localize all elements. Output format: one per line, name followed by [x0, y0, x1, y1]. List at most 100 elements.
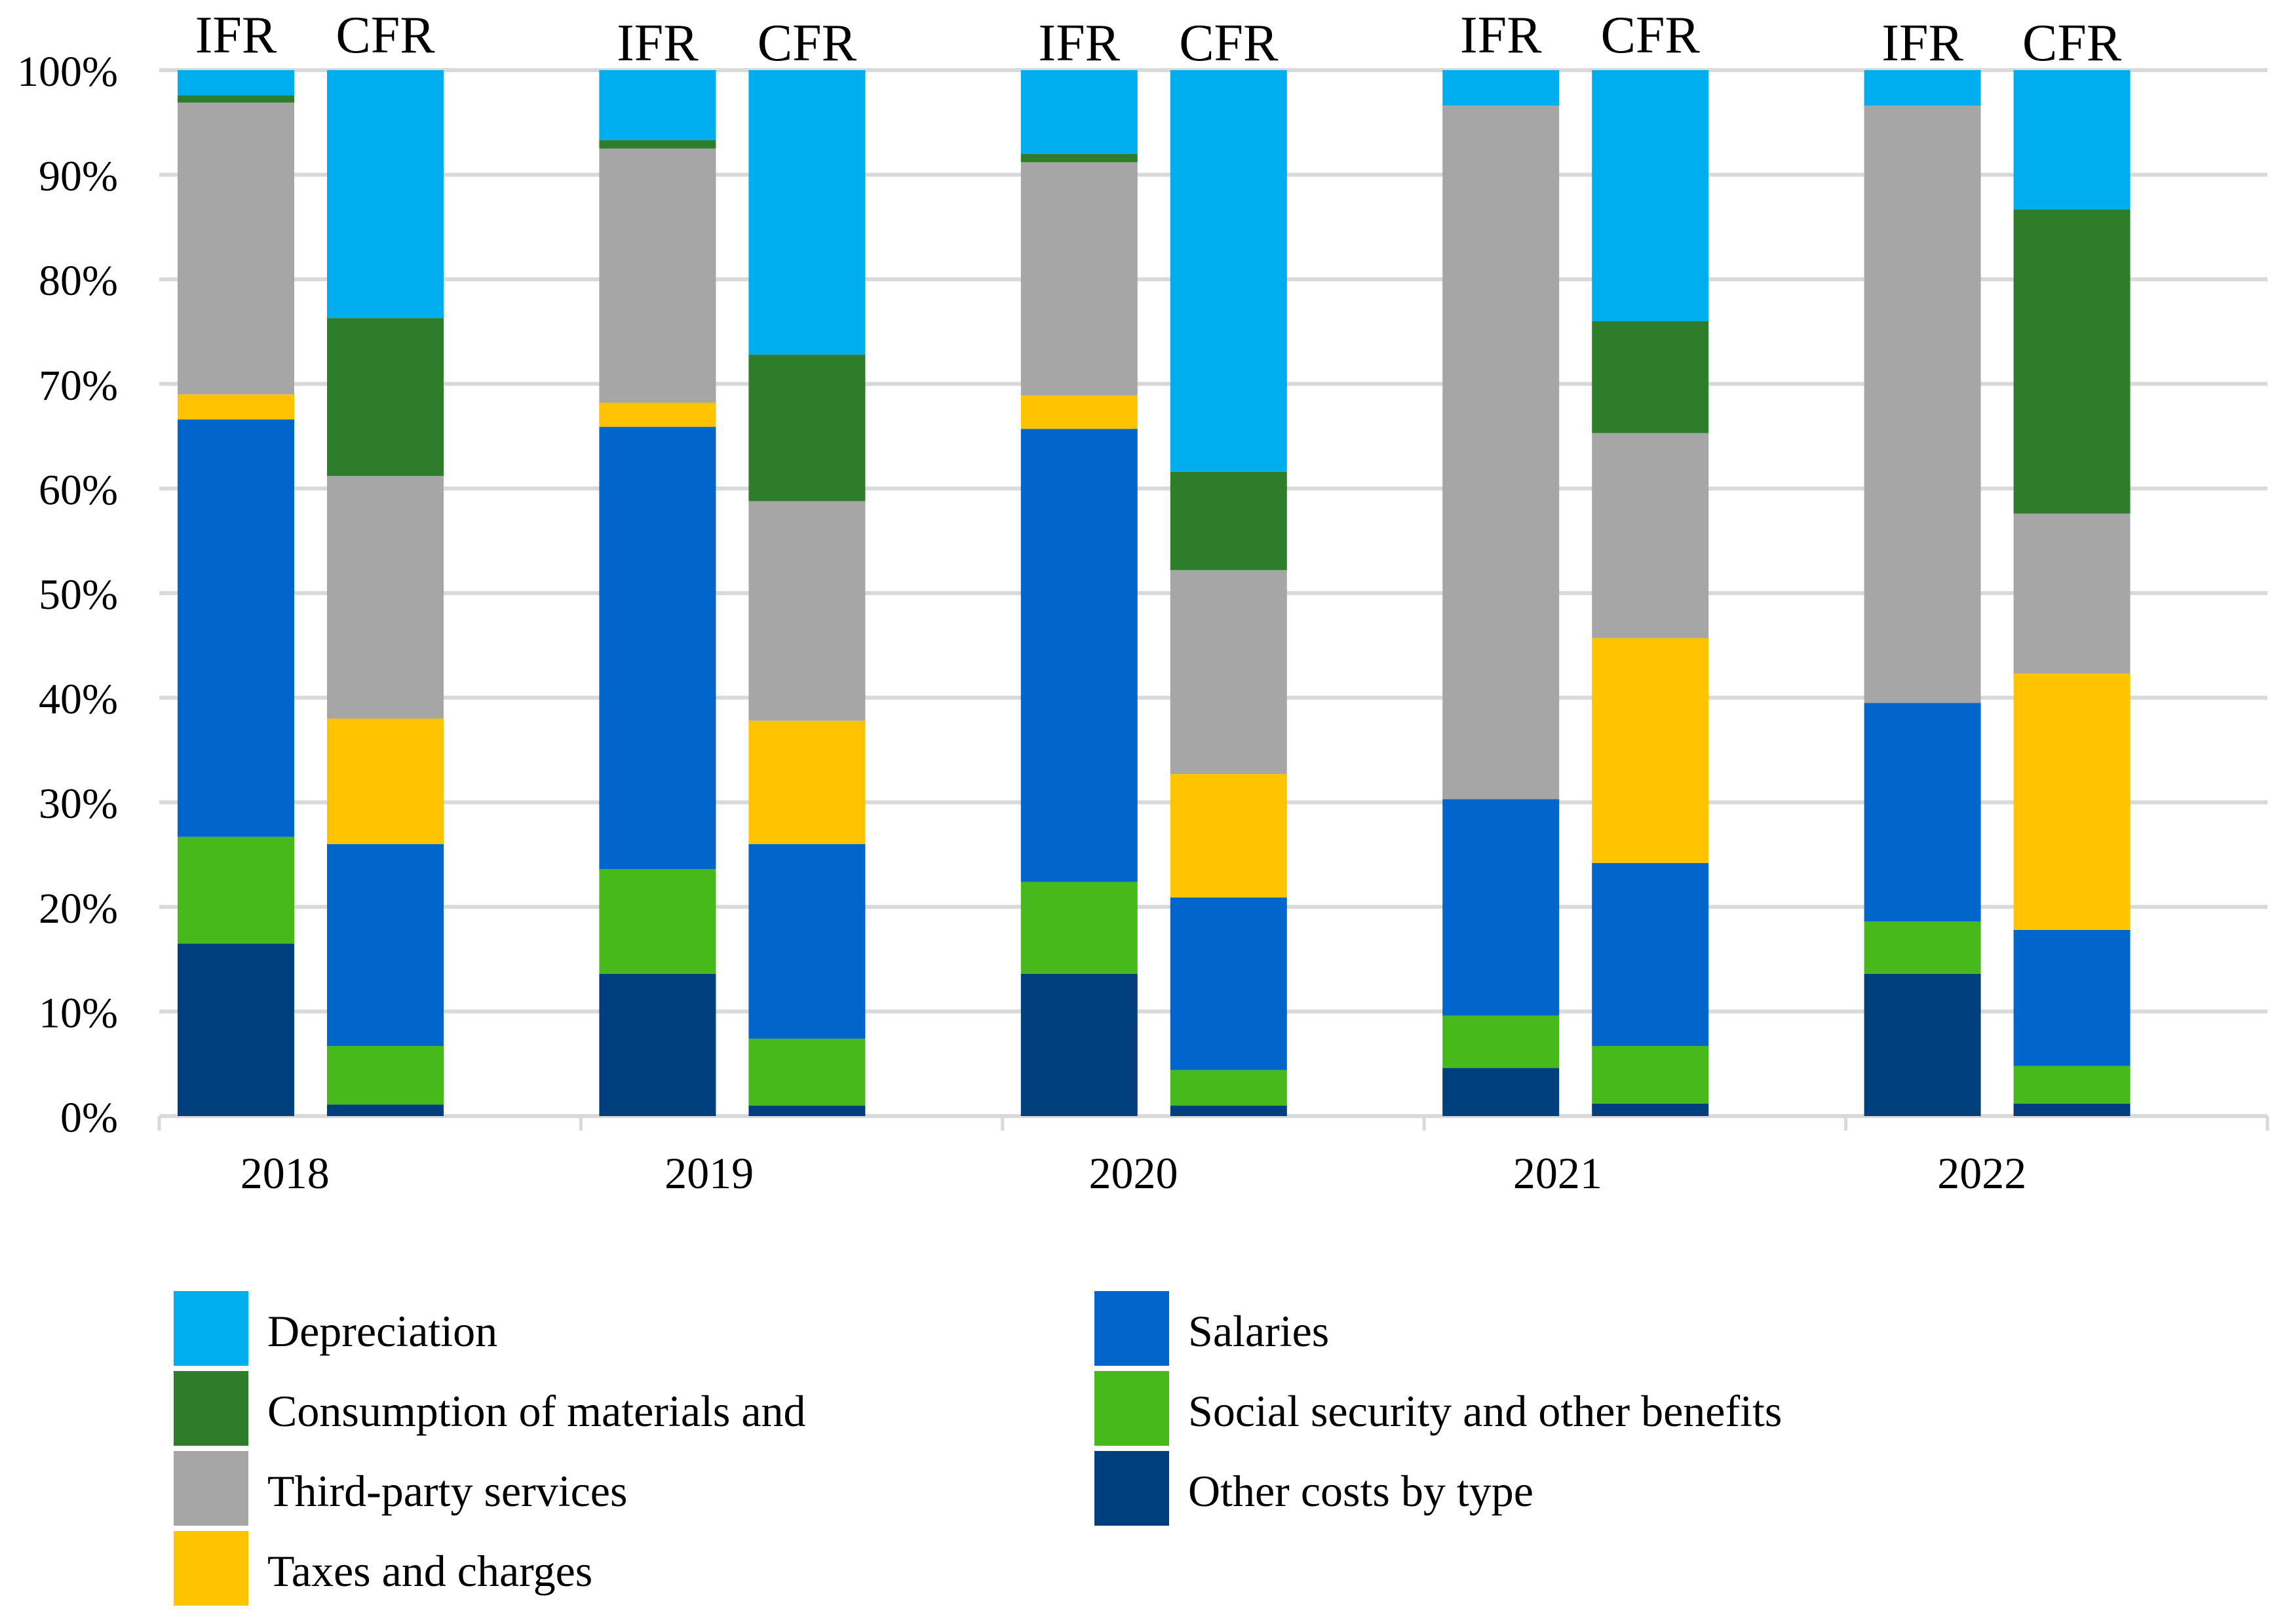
bar-segment-2021-cfr-0 [1592, 1103, 1709, 1116]
bar-label-cfr: CFR [1601, 7, 1701, 64]
bar-segment-2020-ifr-6 [1020, 70, 1138, 154]
bar-segment-2019-ifr-1 [599, 869, 716, 974]
y-tick-label: 50% [39, 571, 118, 619]
y-tick-label: 70% [39, 362, 118, 410]
legend-swatch [174, 1451, 248, 1526]
bar-segment-2022-cfr-1 [2013, 1066, 2130, 1104]
bar-segment-2020-cfr-5 [1170, 471, 1287, 570]
bar-segment-2021-ifr-6 [1442, 70, 1560, 106]
bar-segment-2018-ifr-3 [178, 394, 294, 420]
bar-segment-2019-ifr-5 [599, 140, 716, 149]
y-tick-label: 60% [39, 466, 118, 514]
bar-segment-2020-cfr-1 [1170, 1070, 1287, 1106]
legend-label: Other costs by type [1188, 1466, 1533, 1516]
bar-segment-2019-cfr-5 [748, 355, 866, 501]
bar-segment-2020-ifr-1 [1020, 881, 1138, 974]
bar-label-cfr: CFR [758, 14, 857, 72]
bar-segment-2018-cfr-5 [327, 318, 444, 476]
bar-segment-2020-cfr-2 [1170, 897, 1287, 1070]
legend-swatch [1094, 1371, 1169, 1446]
bar-label-cfr: CFR [1179, 14, 1279, 72]
bar-segment-2018-cfr-4 [327, 476, 444, 719]
legend-swatch [1094, 1451, 1169, 1526]
bar-segment-2018-cfr-0 [327, 1104, 444, 1116]
legend: Depreciation Consumption of materials and… [174, 1291, 1782, 1606]
bar-segment-2019-cfr-1 [748, 1038, 866, 1106]
bar-segment-2021-ifr-0 [1442, 1068, 1560, 1116]
bar-segment-2021-cfr-5 [1592, 321, 1709, 433]
bar-segment-2018-ifr-5 [178, 95, 294, 103]
bar-segment-2020-ifr-3 [1020, 395, 1138, 429]
bar-segment-2021-ifr-1 [1442, 1015, 1560, 1068]
bar-segment-2021-cfr-1 [1592, 1046, 1709, 1104]
bar-segment-2018-cfr-1 [327, 1046, 444, 1105]
bar-segment-2018-ifr-4 [178, 102, 294, 395]
bar-segment-2022-cfr-5 [2013, 209, 2130, 514]
bar-label-ifr: IFR [617, 14, 699, 72]
legend-swatch [174, 1291, 248, 1366]
x-tick-label: 2021 [1513, 1148, 1602, 1198]
bar-segment-2019-cfr-6 [748, 70, 866, 355]
bar-segment-2018-ifr-1 [178, 836, 294, 944]
bar-segment-2020-cfr-6 [1170, 70, 1287, 472]
legend-label: Depreciation [267, 1306, 497, 1356]
bar-segment-2022-cfr-2 [2013, 929, 2130, 1066]
y-tick-label: 30% [39, 780, 118, 828]
bar-segment-2022-ifr-6 [1864, 70, 1981, 106]
bar-segment-2022-cfr-6 [2013, 70, 2130, 210]
legend-swatch [174, 1531, 248, 1606]
y-tick-label: 100% [17, 48, 118, 96]
y-tick-label: 90% [39, 153, 118, 201]
legend-label: Social security and other benefits [1188, 1386, 1782, 1436]
bar-segment-2022-cfr-0 [2013, 1103, 2130, 1116]
legend-label: Salaries [1188, 1306, 1329, 1356]
axes: 0% 10% 20% 30% 40% 50% 60% 70% 80% 90% 100% [17, 48, 2269, 1142]
bar-segment-2022-ifr-0 [1864, 973, 1981, 1116]
y-tick-label: 20% [39, 885, 118, 933]
legend-swatch [174, 1371, 248, 1446]
bar-segment-2020-ifr-5 [1020, 153, 1138, 163]
bar-segment-2019-ifr-0 [599, 973, 716, 1116]
bar-segment-2020-ifr-4 [1020, 162, 1138, 396]
x-tick-label: 2022 [1937, 1148, 2026, 1198]
bar-segment-2018-cfr-2 [327, 844, 444, 1047]
y-tick-label: 0% [60, 1094, 118, 1142]
bar-segment-2021-cfr-3 [1592, 638, 1709, 863]
bar-segment-2019-ifr-3 [599, 402, 716, 427]
bar-segment-2020-ifr-0 [1020, 973, 1138, 1116]
bar-segment-2019-ifr-6 [599, 70, 716, 140]
legend-label: Taxes and charges [267, 1546, 592, 1596]
legend-swatch [1094, 1291, 1169, 1366]
bar-segment-2020-cfr-0 [1170, 1106, 1287, 1116]
bar-segment-2018-ifr-2 [178, 419, 294, 837]
bar-segment-2018-cfr-3 [327, 718, 444, 845]
bar-label-cfr: CFR [336, 7, 435, 64]
bar-segment-2019-ifr-2 [599, 427, 716, 870]
bar-label-cfr: CFR [2022, 14, 2122, 72]
bar-segment-2021-cfr-2 [1592, 862, 1709, 1047]
bar-segment-2019-cfr-2 [748, 844, 866, 1039]
bar-segment-2020-ifr-2 [1020, 429, 1138, 882]
bar-label-ifr: IFR [1460, 7, 1542, 64]
bar-segment-2022-ifr-4 [1864, 106, 1981, 703]
bar-label-ifr: IFR [1039, 14, 1121, 72]
x-tick-label: 2019 [665, 1148, 754, 1198]
bar-segment-2022-ifr-1 [1864, 921, 1981, 974]
bar-segment-2021-ifr-4 [1442, 106, 1560, 800]
bar-label-ifr: IFR [1881, 14, 1963, 72]
y-tick-label: 40% [39, 676, 118, 724]
bar-label-ifr: IFR [195, 7, 277, 64]
bar-segment-2020-cfr-4 [1170, 570, 1287, 775]
bar-segment-2018-ifr-6 [178, 70, 294, 96]
bar-segment-2019-cfr-0 [748, 1106, 866, 1116]
bars [178, 70, 2130, 1116]
bar-segment-2019-ifr-4 [599, 148, 716, 403]
bar-segment-2021-cfr-4 [1592, 433, 1709, 638]
y-tick-label: 80% [39, 257, 118, 305]
bar-segment-2021-cfr-6 [1592, 70, 1709, 322]
legend-label: Consumption of materials and [267, 1386, 806, 1436]
bar-segment-2018-cfr-6 [327, 70, 444, 319]
bar-segment-2018-ifr-0 [178, 943, 294, 1116]
